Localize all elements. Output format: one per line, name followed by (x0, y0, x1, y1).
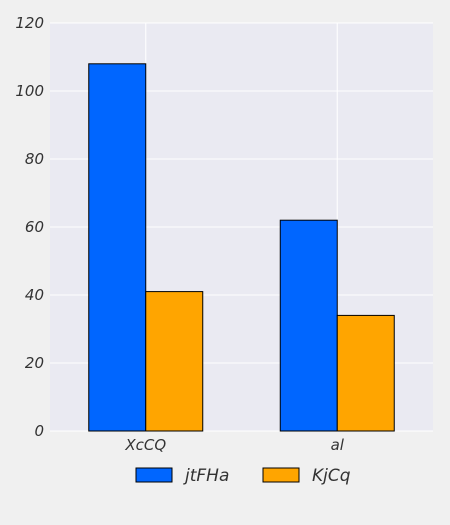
y-tick-label: 60 (25, 218, 44, 236)
bar-KjCq-al (336, 314, 395, 432)
y-tick-label: 120 (15, 14, 44, 32)
bars (88, 63, 395, 432)
y-tick-label: 40 (25, 286, 44, 304)
legend-swatch-jtFHa (135, 467, 173, 483)
legend: jtFHa KjCq (135, 466, 351, 486)
y-tick-label: 20 (25, 354, 44, 372)
bar-jtFHa-al (279, 219, 338, 432)
legend-label: jtFHa (183, 466, 229, 486)
y-tick-label: 0 (34, 422, 44, 440)
y-tick-label: 100 (15, 82, 44, 100)
legend-label: KjCq (312, 466, 351, 486)
y-tick-label: 80 (25, 150, 44, 168)
bar-KjCq-XcCQ (145, 291, 204, 432)
legend-swatch-KjCq (262, 467, 300, 483)
x-tick-label: XcCQ (124, 436, 166, 454)
bar-jtFHa-XcCQ (88, 63, 147, 432)
x-axis-ticks: XcCQ al (124, 436, 344, 454)
y-axis-ticks: 0 20 40 60 80 100 120 (15, 14, 44, 440)
x-tick-label: al (331, 436, 345, 454)
